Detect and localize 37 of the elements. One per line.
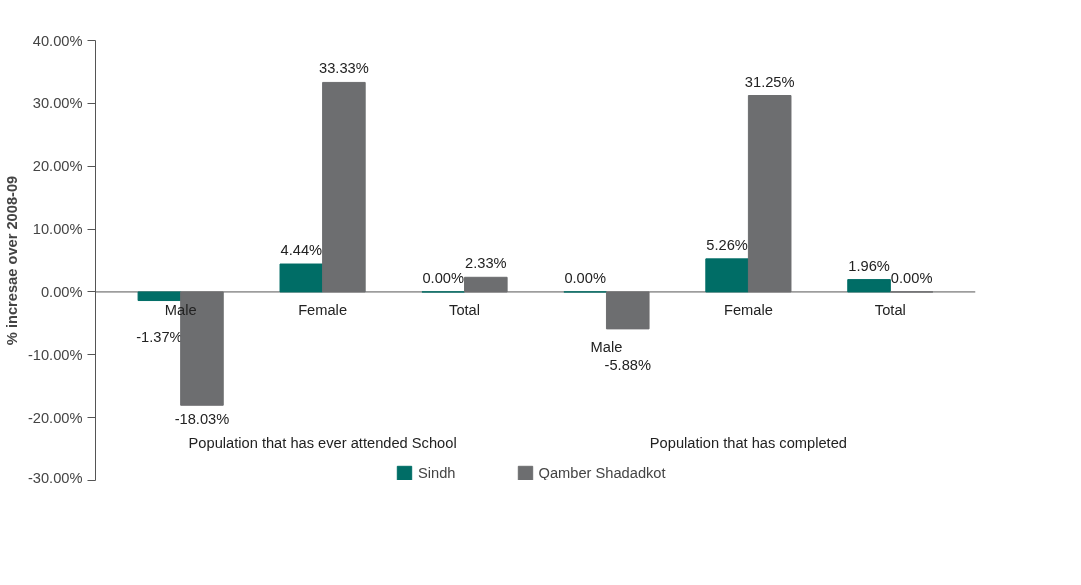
x-tick-label: Total xyxy=(874,301,906,318)
legend-label: Sindh xyxy=(418,465,456,481)
data-label: 33.33% xyxy=(319,60,369,77)
bar xyxy=(137,291,182,302)
y-tick-label: 10.00% xyxy=(32,221,83,238)
data-label: 0.00% xyxy=(564,269,606,286)
bar xyxy=(279,263,324,293)
legend-label: Qamber Shadadkot xyxy=(538,465,666,481)
y-tick-label: 20.00% xyxy=(32,158,83,175)
bar xyxy=(747,95,792,293)
y-tick-label: -30.00% xyxy=(27,469,83,486)
x-tick-label: Total xyxy=(449,301,481,318)
annotation: Population that has completed xyxy=(649,434,847,451)
x-tick-label: Female xyxy=(723,301,773,318)
y-tick-label: 0.00% xyxy=(40,283,83,300)
data-label: -18.03% xyxy=(174,411,230,428)
data-label: 1.96% xyxy=(848,257,890,274)
bar xyxy=(605,291,650,330)
bar xyxy=(322,81,366,293)
y-tick-label: 30.00% xyxy=(32,95,83,112)
y-tick-label: -10.00% xyxy=(27,346,83,363)
data-label: 4.44% xyxy=(280,242,323,259)
data-label: 0.00% xyxy=(422,269,465,286)
y-axis-title: % incresae over 2008-09 xyxy=(3,175,20,346)
data-label: 5.26% xyxy=(706,236,748,253)
bar xyxy=(464,276,508,293)
y-tick-label: -20.00% xyxy=(27,409,83,426)
y-tick-label: 40.00% xyxy=(32,32,83,49)
data-label: 2.33% xyxy=(465,255,507,272)
bar xyxy=(705,258,749,293)
data-label: -5.88% xyxy=(604,356,651,373)
data-label: 31.25% xyxy=(744,73,795,90)
data-label: 0.00% xyxy=(890,269,933,286)
bar xyxy=(847,279,891,293)
x-tick-label: Female xyxy=(298,301,348,318)
annotation: Population that has ever attended School xyxy=(188,434,457,451)
x-tick-label: Male xyxy=(590,338,623,355)
